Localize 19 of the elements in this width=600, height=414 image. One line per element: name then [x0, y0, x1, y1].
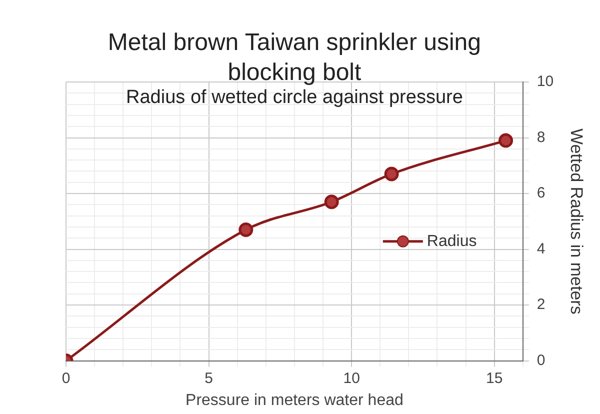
x-tick-label: 5 — [204, 370, 213, 387]
chart-subtitle: Radius of wetted circle against pressure — [126, 87, 463, 108]
x-tick-label: 15 — [486, 370, 503, 387]
legend-label: Radius — [426, 232, 477, 250]
chart-title: Metal brown Taiwan sprinkler using blocking bolt — [108, 29, 481, 86]
y-tick-label: 8 — [536, 128, 546, 146]
y-tick-label: 2 — [536, 296, 546, 314]
x-tick-label: 0 — [62, 370, 70, 387]
y-axis-title: Wetted Radius in meters — [567, 128, 586, 314]
point — [498, 133, 514, 148]
point — [238, 222, 254, 238]
x-axis-title: Pressure in meters water head — [186, 392, 404, 409]
y-tick-label: 10 — [536, 73, 554, 90]
y-tick-label: 4 — [536, 240, 546, 258]
y-tick-label: 0 — [536, 352, 546, 369]
y-tick-label: 6 — [536, 184, 546, 202]
point — [384, 166, 399, 182]
x-tick-label: 10 — [343, 370, 360, 387]
point — [324, 194, 339, 210]
